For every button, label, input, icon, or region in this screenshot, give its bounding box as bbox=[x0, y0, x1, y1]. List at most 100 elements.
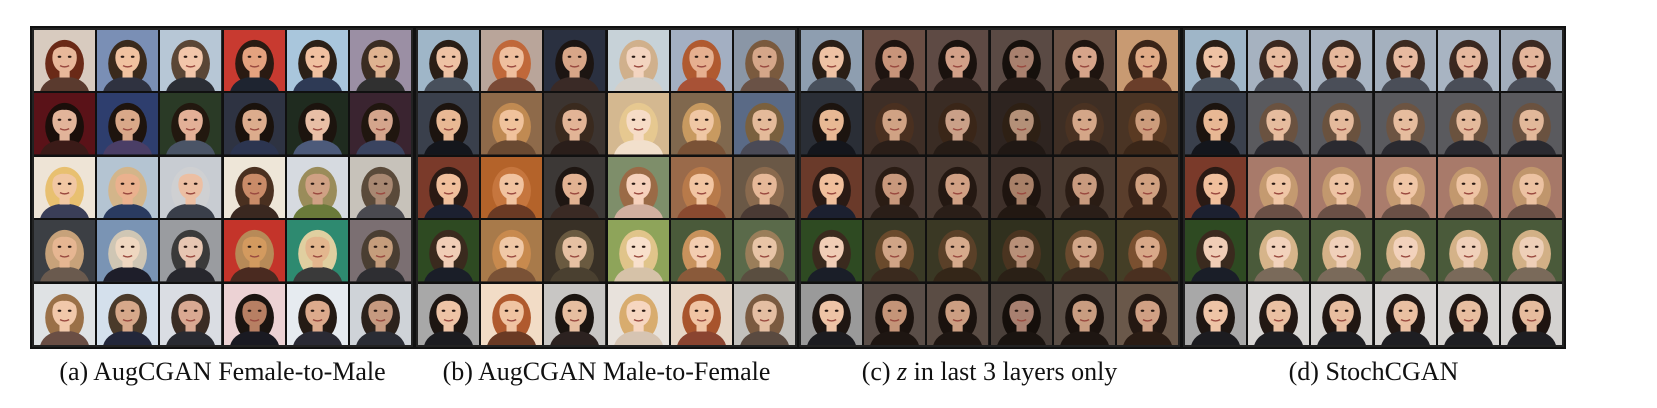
face-image bbox=[481, 283, 543, 345]
face-image bbox=[1185, 156, 1247, 219]
caption-text: StochCGAN bbox=[1325, 357, 1459, 386]
face-image bbox=[1437, 93, 1499, 155]
face-image bbox=[670, 93, 732, 155]
face-image bbox=[1248, 220, 1310, 282]
panel-label: (a) bbox=[59, 357, 89, 386]
face-image bbox=[1437, 30, 1499, 92]
face-image bbox=[1437, 220, 1499, 282]
face-image bbox=[670, 283, 732, 345]
face-image bbox=[160, 30, 222, 92]
face-image bbox=[544, 283, 606, 345]
face-image bbox=[990, 283, 1052, 345]
face-image bbox=[1248, 283, 1310, 345]
image-grid bbox=[30, 26, 415, 349]
face-grid bbox=[418, 30, 795, 345]
image-grid bbox=[414, 26, 799, 349]
face-image bbox=[34, 30, 96, 92]
face-image bbox=[927, 283, 989, 345]
face-image bbox=[286, 283, 348, 345]
face-image bbox=[481, 156, 543, 219]
face-image bbox=[160, 156, 222, 219]
face-image bbox=[1185, 93, 1247, 155]
face-image bbox=[1311, 220, 1373, 282]
panel-label: (d) bbox=[1288, 357, 1319, 386]
caption-text: AugCGAN Male-to-Female bbox=[477, 357, 771, 386]
face-image bbox=[1437, 156, 1499, 219]
face-image bbox=[864, 93, 926, 155]
face-image bbox=[864, 220, 926, 282]
face-image bbox=[990, 93, 1052, 155]
face-image bbox=[801, 93, 863, 155]
face-image bbox=[607, 220, 669, 282]
face-image bbox=[990, 156, 1052, 219]
panel-label: (c) bbox=[861, 357, 891, 386]
image-grid bbox=[1181, 26, 1566, 349]
face-image bbox=[670, 220, 732, 282]
face-image bbox=[1437, 283, 1499, 345]
face-image bbox=[418, 30, 480, 92]
face-image bbox=[607, 30, 669, 92]
face-image bbox=[544, 93, 606, 155]
face-image bbox=[1185, 30, 1247, 92]
face-image bbox=[1053, 93, 1115, 155]
face-image bbox=[34, 93, 96, 155]
face-image bbox=[864, 283, 926, 345]
face-image bbox=[223, 283, 285, 345]
face-image bbox=[1500, 93, 1562, 155]
face-image bbox=[544, 220, 606, 282]
face-image bbox=[1374, 30, 1436, 92]
panel-caption: (a) AugCGAN Female-to-Male bbox=[10, 357, 435, 387]
panel-caption: (d) StochCGAN bbox=[1161, 357, 1586, 387]
face-image bbox=[1374, 220, 1436, 282]
face-image bbox=[1248, 156, 1310, 219]
face-image bbox=[1116, 156, 1178, 219]
face-image bbox=[733, 30, 795, 92]
panel-label: (b) bbox=[442, 357, 473, 386]
face-image bbox=[733, 220, 795, 282]
face-image bbox=[1374, 283, 1436, 345]
face-image bbox=[223, 220, 285, 282]
face-image bbox=[927, 156, 989, 219]
face-image bbox=[223, 93, 285, 155]
face-image bbox=[607, 156, 669, 219]
face-image bbox=[1185, 220, 1247, 282]
face-image bbox=[34, 220, 96, 282]
face-image bbox=[349, 30, 411, 92]
face-image bbox=[349, 283, 411, 345]
caption-text: AugCGAN Female-to-Male bbox=[93, 357, 386, 386]
face-image bbox=[733, 93, 795, 155]
face-image bbox=[349, 220, 411, 282]
face-image bbox=[418, 283, 480, 345]
face-image bbox=[1116, 93, 1178, 155]
face-image bbox=[418, 156, 480, 219]
face-image bbox=[97, 220, 159, 282]
face-grid bbox=[34, 30, 411, 345]
panel-caption: (b) AugCGAN Male-to-Female bbox=[394, 357, 819, 387]
face-image bbox=[1053, 220, 1115, 282]
face-image bbox=[418, 93, 480, 155]
face-image bbox=[927, 30, 989, 92]
face-image bbox=[1500, 156, 1562, 219]
image-grid bbox=[797, 26, 1182, 349]
face-image bbox=[481, 220, 543, 282]
face-image bbox=[160, 220, 222, 282]
face-image bbox=[927, 93, 989, 155]
face-image bbox=[223, 156, 285, 219]
face-image bbox=[349, 93, 411, 155]
face-image bbox=[733, 156, 795, 219]
face-image bbox=[1311, 156, 1373, 219]
face-image bbox=[990, 30, 1052, 92]
face-grid bbox=[1185, 30, 1562, 345]
panel-a: (a) AugCGAN Female-to-Male bbox=[30, 0, 415, 408]
face-image bbox=[670, 156, 732, 219]
face-image bbox=[990, 220, 1052, 282]
face-image bbox=[160, 283, 222, 345]
face-image bbox=[34, 283, 96, 345]
face-image bbox=[1248, 93, 1310, 155]
face-image bbox=[481, 93, 543, 155]
face-image bbox=[349, 156, 411, 219]
face-grid bbox=[801, 30, 1178, 345]
panel-c: (c) z in last 3 layers only bbox=[797, 0, 1182, 408]
face-image bbox=[1311, 283, 1373, 345]
face-image bbox=[801, 283, 863, 345]
